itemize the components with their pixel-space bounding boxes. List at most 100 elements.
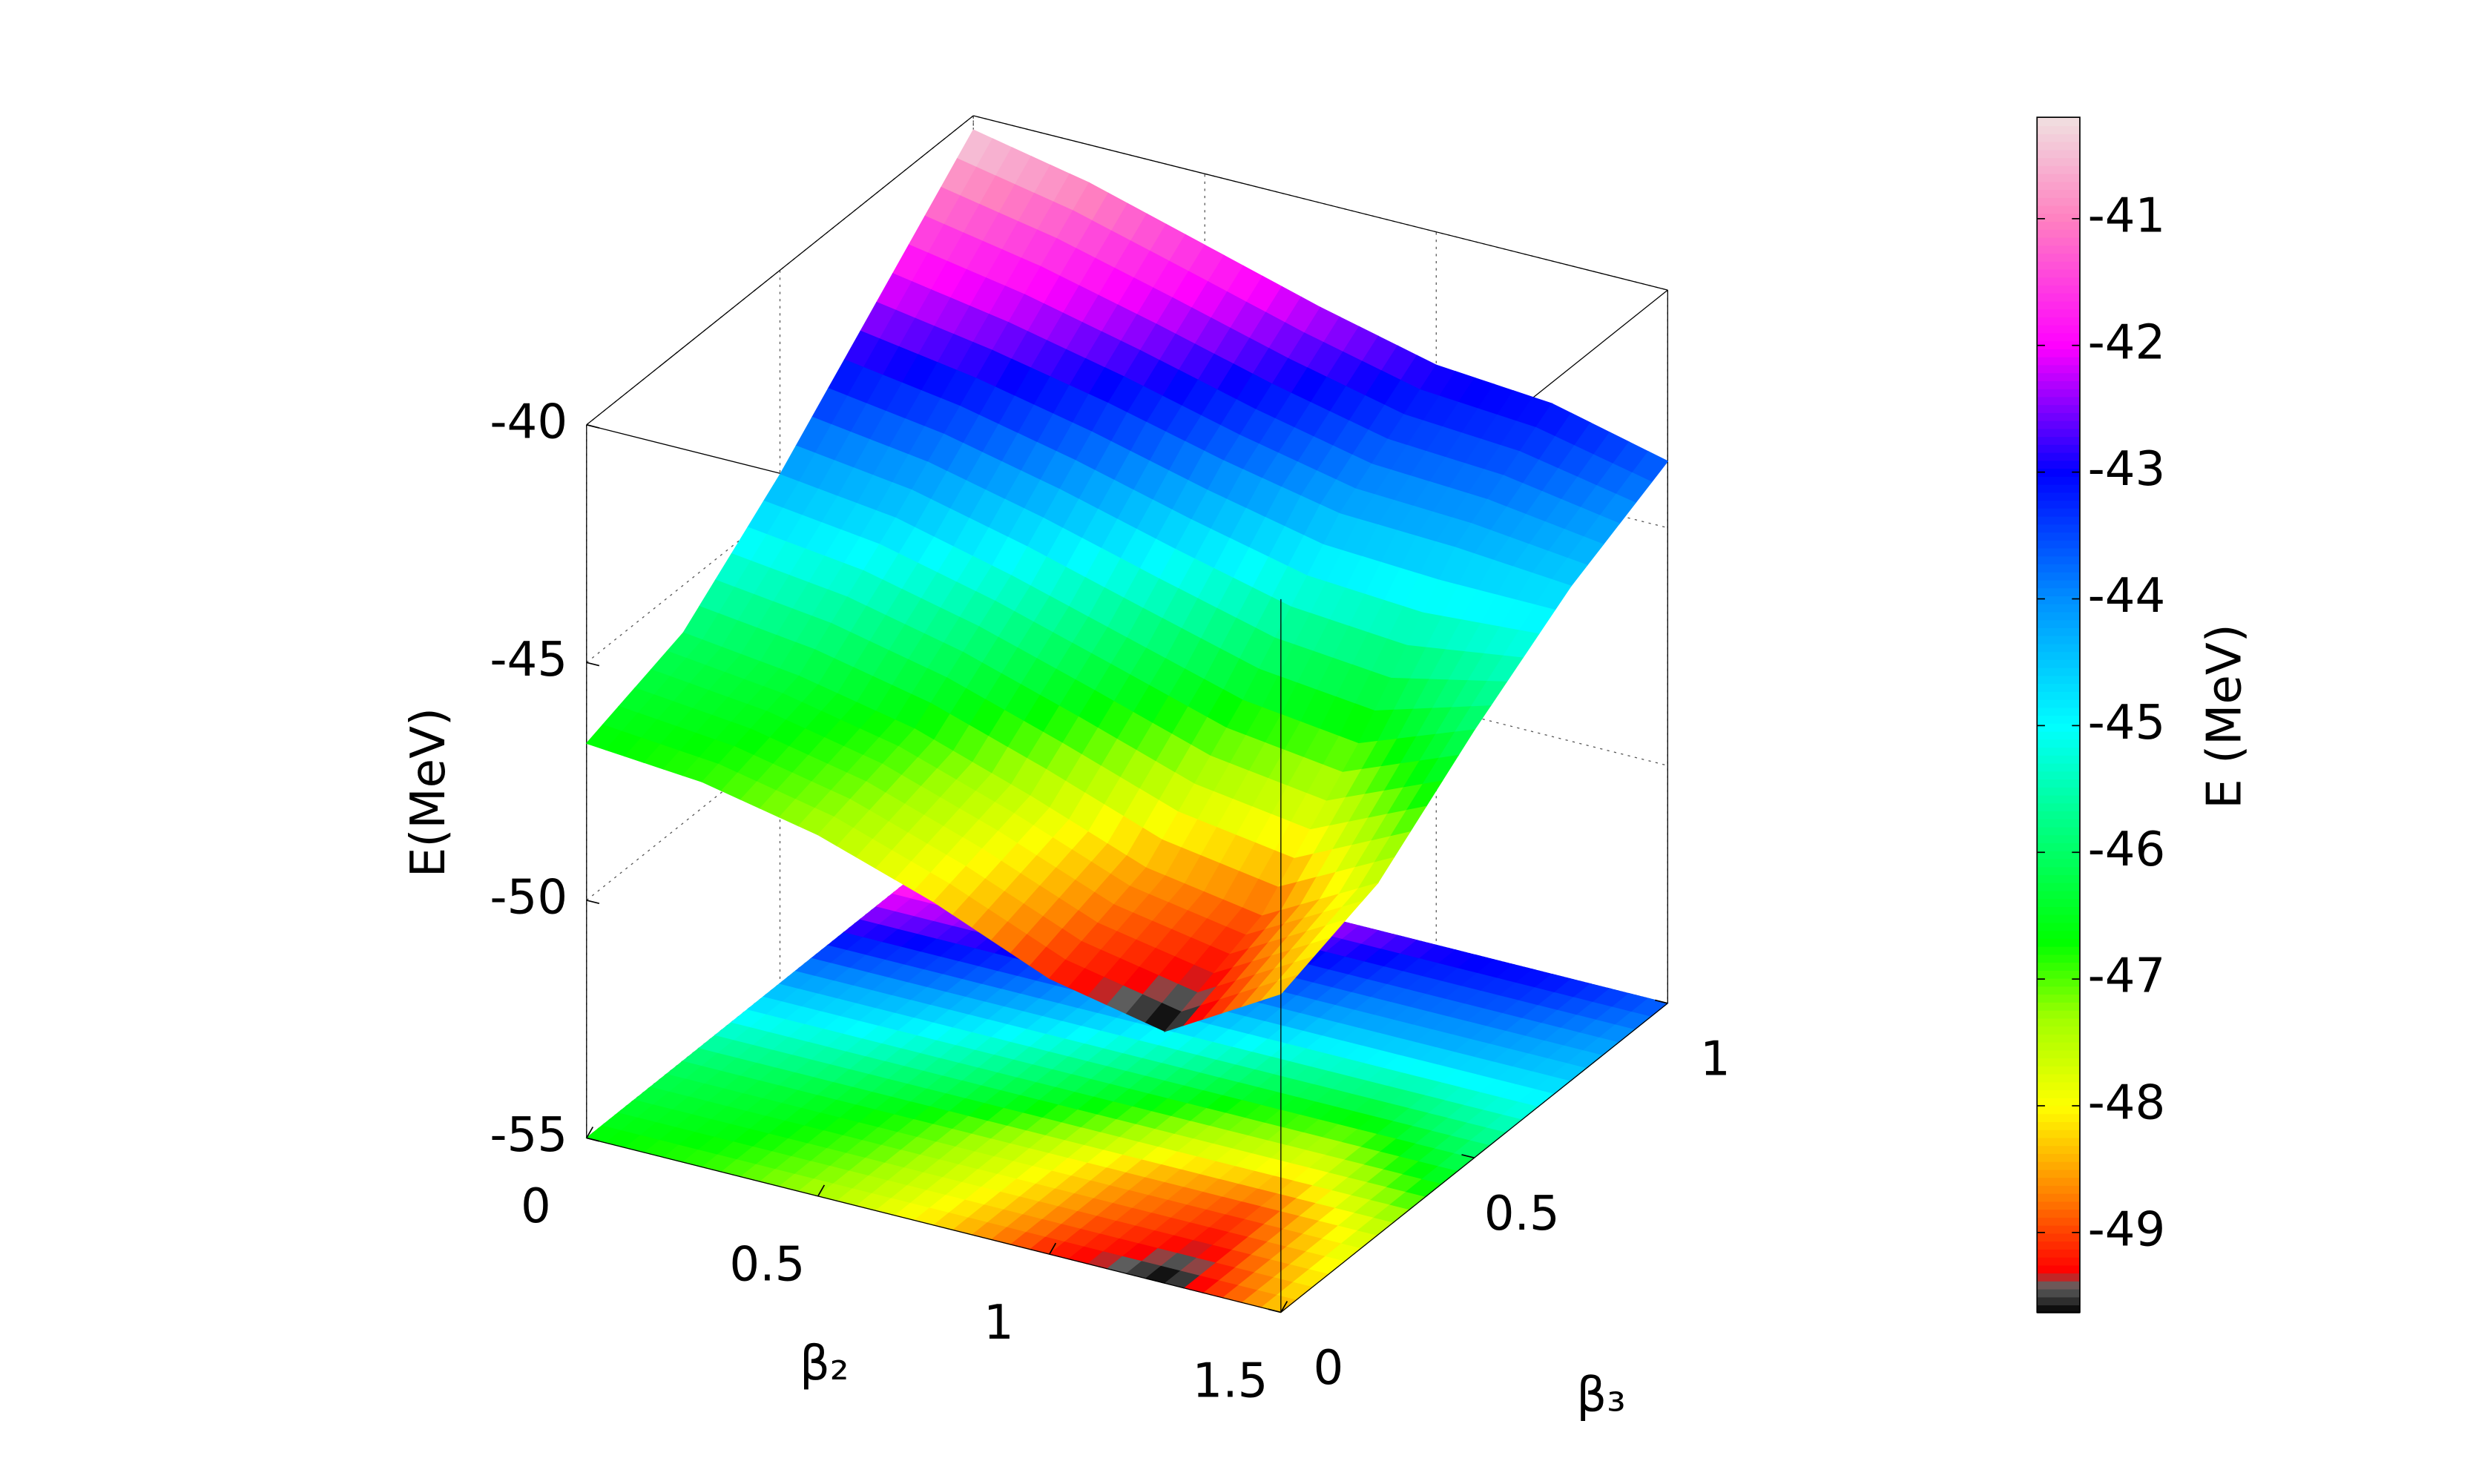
colorbar-band <box>2037 1193 2080 1202</box>
box-edge <box>586 1137 1281 1313</box>
z-tick <box>586 423 600 429</box>
y-tick-label: 0 <box>1314 1340 1344 1396</box>
colorbar-tick-label: -46 <box>2088 822 2166 877</box>
colorbar-band <box>2037 858 2080 868</box>
z-tick-label: -40 <box>490 394 567 449</box>
z-tick <box>586 900 600 904</box>
colorbar-band <box>2037 746 2080 756</box>
axes-front: -55 -50 -45 -40 0 0.5 1 1.5 0 0.5 1 <box>490 394 1730 1408</box>
colorbar-band <box>2037 954 2080 963</box>
colorbar-band <box>2037 722 2080 732</box>
colorbar-band <box>2037 420 2080 429</box>
colorbar-band <box>2037 914 2080 923</box>
colorbar-band <box>2037 937 2080 947</box>
colorbar-band <box>2037 507 2080 517</box>
colorbar-band <box>2037 1018 2080 1027</box>
colorbar-band <box>2037 1169 2080 1178</box>
colorbar-band <box>2037 1248 2080 1258</box>
colorbar-band <box>2037 1201 2080 1210</box>
y-axis-label: β₃ <box>1576 1368 1626 1423</box>
colorbar-band <box>2037 1033 2080 1043</box>
colorbar-band <box>2037 659 2080 668</box>
colorbar-band <box>2037 396 2080 406</box>
colorbar-band <box>2037 802 2080 812</box>
x-axis-label: β₂ <box>800 1336 849 1391</box>
colorbar-band <box>2037 961 2080 971</box>
colorbar-band <box>2037 125 2080 134</box>
colorbar-band <box>2037 890 2080 900</box>
colorbar-band <box>2037 428 2080 438</box>
colorbar-tick-label: -44 <box>2088 568 2166 624</box>
colorbar-band <box>2037 650 2080 660</box>
colorbar-tick-label: -45 <box>2088 695 2166 751</box>
colorbar-band <box>2037 1152 2080 1162</box>
colorbar-band <box>2037 874 2080 883</box>
colorbar-band <box>2037 467 2080 477</box>
colorbar-band <box>2037 1184 2080 1194</box>
colorbar-band <box>2037 547 2080 557</box>
colorbar-band <box>2037 515 2080 525</box>
colorbar-band <box>2037 643 2080 653</box>
colorbar-band <box>2037 555 2080 565</box>
x-tick <box>1049 1242 1057 1255</box>
box-edge <box>586 115 974 426</box>
colorbar-band <box>2037 316 2080 326</box>
colorbar-band <box>2037 452 2080 461</box>
colorbar-band <box>2037 133 2080 142</box>
x-tick-label: 0.5 <box>729 1237 805 1293</box>
colorbar-band <box>2037 707 2080 716</box>
colorbar-band <box>2037 1112 2080 1123</box>
colorbar-band <box>2037 364 2080 374</box>
colorbar-band <box>2037 611 2080 621</box>
colorbar-band <box>2037 810 2080 820</box>
colorbar-band <box>2037 165 2080 174</box>
surface-cell <box>1259 974 1299 1001</box>
colorbar-band <box>2037 977 2080 987</box>
y-tick <box>1461 1154 1475 1159</box>
colorbar-band <box>2037 762 2080 772</box>
colorbar-band <box>2037 443 2080 453</box>
colorbar-band <box>2037 1049 2080 1059</box>
colorbar-band <box>2037 579 2080 589</box>
colorbar-band <box>2037 603 2080 613</box>
colorbar-band <box>2037 245 2080 254</box>
colorbar-band <box>2037 619 2080 628</box>
colorbar-band <box>2037 1121 2080 1130</box>
colorbar-band <box>2037 237 2080 246</box>
colorbar-band <box>2037 1216 2080 1226</box>
colorbar-band <box>2037 882 2080 891</box>
colorbar-band <box>2037 1144 2080 1154</box>
colorbar-band <box>2037 627 2080 636</box>
colorbar-band <box>2037 587 2080 596</box>
colorbar-band <box>2037 1208 2080 1218</box>
colorbar-band <box>2037 181 2080 191</box>
colorbar-band <box>2037 1129 2080 1138</box>
colorbar-band <box>2037 1256 2080 1266</box>
colorbar-band <box>2037 213 2080 222</box>
colorbar-band <box>2037 865 2080 875</box>
colorbar-band <box>2037 969 2080 979</box>
colorbar-band <box>2037 388 2080 398</box>
colorbar-band <box>2037 714 2080 724</box>
colorbar: -41 -42 -43 -44 -45 -46 -47 -48 -49 <box>2036 116 2166 1313</box>
colorbar-band <box>2037 524 2080 533</box>
colorbar-band <box>2037 563 2080 573</box>
colorbar-tick-label: -41 <box>2088 188 2166 243</box>
colorbar-band <box>2037 1304 2080 1313</box>
colorbar-band <box>2037 356 2080 366</box>
colorbar-band <box>2037 1001 2080 1011</box>
box-edge <box>973 115 1668 291</box>
surface <box>585 129 1669 1032</box>
colorbar-band <box>2037 117 2080 127</box>
x-tick-label: 1 <box>984 1295 1014 1351</box>
colorbar-band <box>2037 403 2080 413</box>
colorbar-band <box>2037 826 2080 836</box>
colorbar-band <box>2037 922 2080 931</box>
colorbar-band <box>2037 595 2080 604</box>
colorbar-band <box>2037 173 2080 182</box>
colorbar-band <box>2037 1041 2080 1051</box>
colorbar-band <box>2037 499 2080 509</box>
colorbar-band <box>2037 1025 2080 1035</box>
colorbar-band <box>2037 149 2080 159</box>
